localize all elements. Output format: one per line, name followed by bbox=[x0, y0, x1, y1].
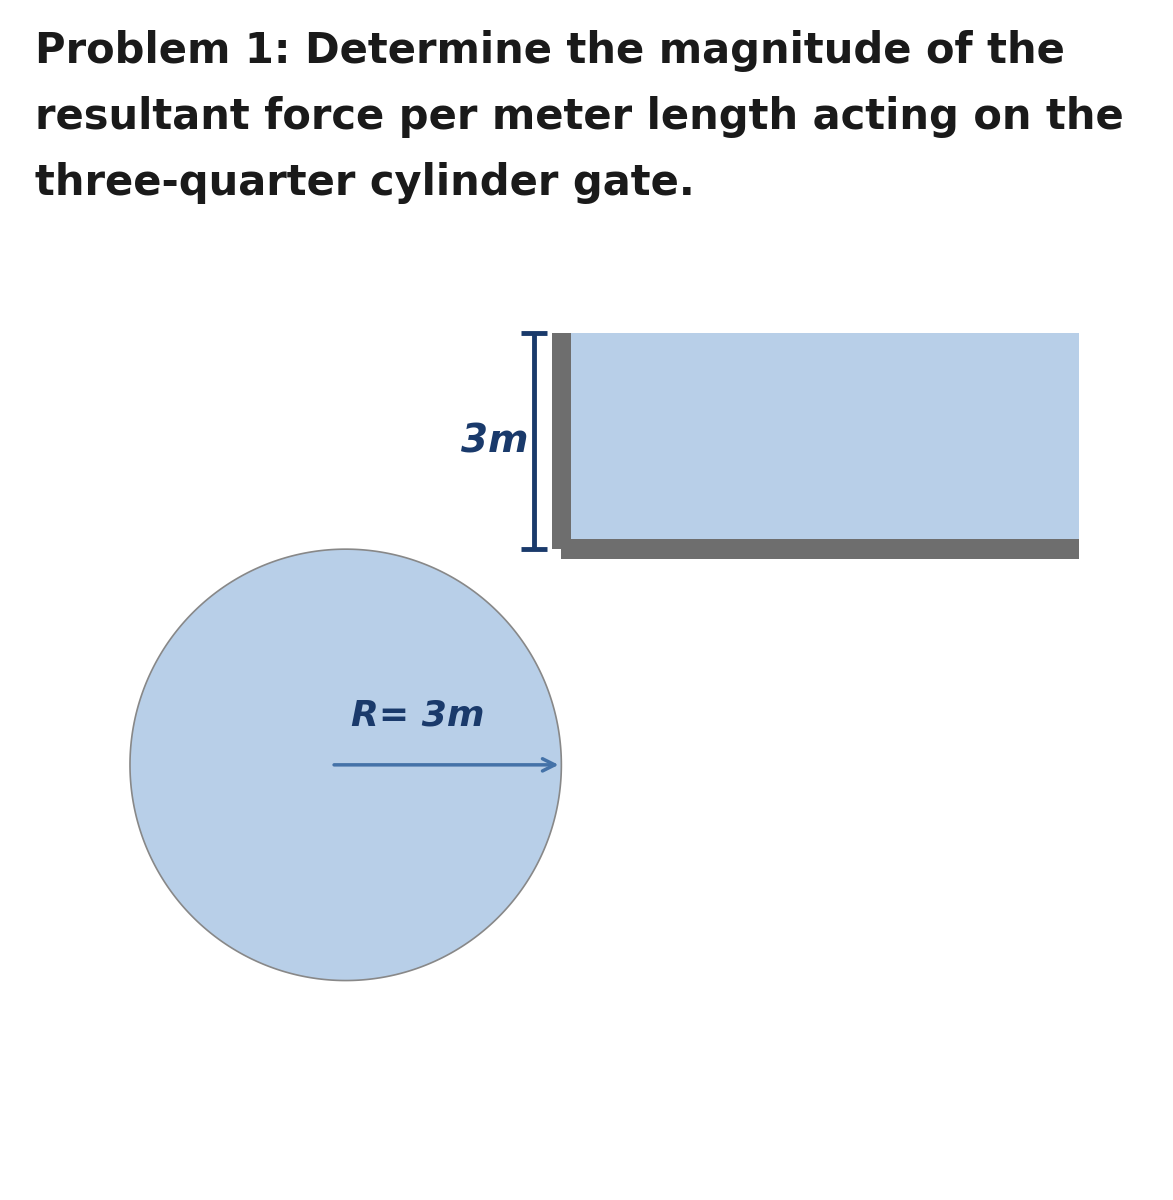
Text: R= 3m: R= 3m bbox=[351, 698, 484, 732]
Polygon shape bbox=[130, 550, 562, 980]
Polygon shape bbox=[562, 539, 1079, 559]
Text: three-quarter cylinder gate.: three-quarter cylinder gate. bbox=[35, 162, 694, 204]
Text: Problem 1: Determine the magnitude of the: Problem 1: Determine the magnitude of th… bbox=[35, 30, 1065, 72]
Text: resultant force per meter length acting on the: resultant force per meter length acting … bbox=[35, 96, 1124, 138]
Text: 3m: 3m bbox=[461, 422, 528, 461]
Polygon shape bbox=[562, 334, 1079, 550]
Polygon shape bbox=[552, 334, 571, 550]
